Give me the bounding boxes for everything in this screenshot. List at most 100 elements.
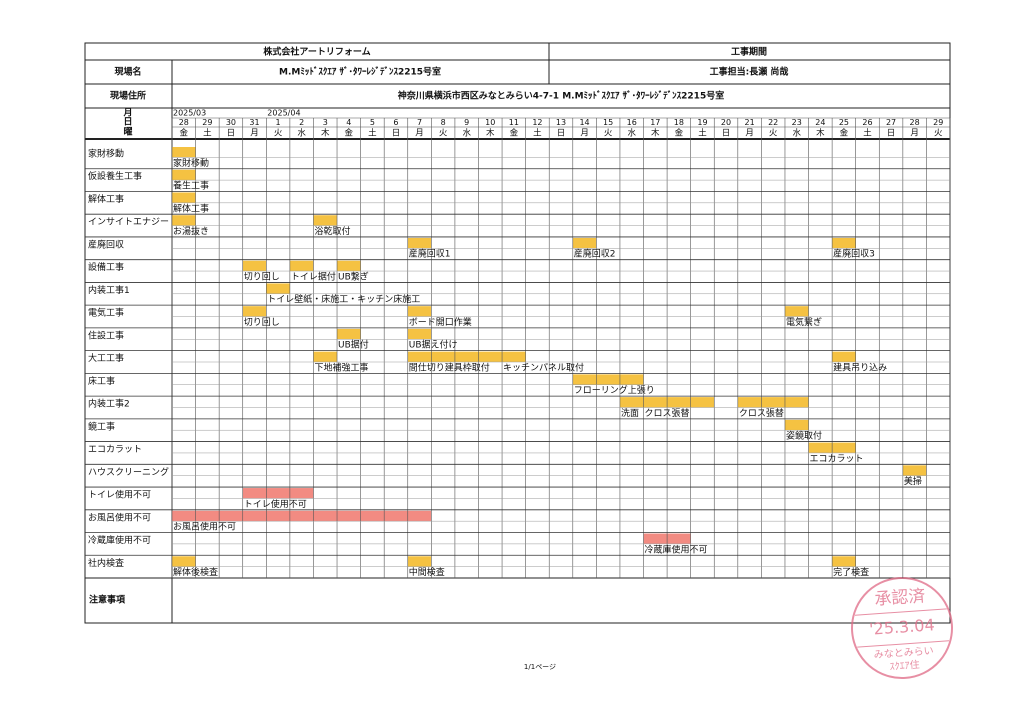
day: 31 — [249, 118, 259, 127]
day: 30 — [226, 118, 236, 127]
bar-label: 解体工事 — [173, 202, 209, 214]
weekday: 月 — [580, 129, 589, 139]
day: 14 — [579, 118, 589, 127]
bar-label: UB据え付け — [409, 339, 458, 351]
schedule-bar — [502, 351, 526, 362]
stamp-line — [854, 608, 947, 616]
bar-label: トイレ使用不可 — [244, 498, 307, 510]
weekday: 日 — [557, 129, 566, 139]
task-name: 住設工事 — [88, 329, 124, 341]
day: 15 — [603, 118, 613, 127]
bar-label: 下地補強工事 — [314, 361, 368, 373]
task-name: 家財移動 — [88, 148, 124, 160]
task-name: 床工事 — [88, 375, 115, 387]
month: 2025/04 — [267, 109, 300, 118]
bar-label: 養生工事 — [173, 180, 209, 192]
task-name: 内装工事2 — [88, 398, 130, 410]
day: 19 — [697, 118, 707, 127]
schedule-bar — [832, 556, 856, 567]
weekday: 月 — [910, 129, 919, 139]
weekday: 水 — [462, 128, 471, 139]
day: 9 — [464, 118, 469, 127]
day: 29 — [202, 118, 212, 127]
weekday: 木 — [816, 128, 825, 139]
page-number: 1/1ページ — [524, 663, 556, 671]
weekday: 火 — [439, 129, 448, 139]
bar-label: フローリング上張り — [574, 384, 655, 396]
stamp-circle — [851, 577, 953, 679]
schedule-bar — [832, 351, 856, 362]
frame — [84, 42, 951, 624]
day: 27 — [886, 118, 896, 127]
site-name-label: 現場名 — [114, 66, 141, 78]
weekday: 日 — [392, 129, 401, 139]
task-name: 設備工事 — [88, 261, 124, 273]
task-name: 鏡工事 — [88, 420, 115, 432]
address: 神奈川県横浜市西区みなとみらい4-7-1 M.Mﾐｯﾄﾞｽｸｴｱ ｻﾞ･ﾀﾜｰﾚ… — [398, 90, 724, 102]
weekday: 木 — [321, 128, 330, 139]
schedule-bar — [784, 419, 809, 431]
day: 23 — [792, 118, 802, 127]
bar-label: 美掃 — [904, 475, 922, 487]
address-label: 現場住所 — [110, 90, 146, 102]
bar-label: 電気繋ぎ — [786, 316, 822, 328]
weekday: 金 — [840, 128, 849, 139]
task-name: インサイトエナジー — [88, 217, 169, 228]
schedule-bar — [902, 465, 927, 476]
bar-label: クロス張替 — [739, 407, 784, 419]
bar-label: トイレ据付 — [291, 270, 336, 282]
schedule-bar — [832, 237, 856, 249]
weekday: 土 — [533, 128, 542, 139]
weekday: 土 — [203, 128, 212, 139]
bar-label: トイレ壁紙・床施工・キッチン床施工 — [267, 293, 420, 305]
bar-label: 冷蔵庫使用不可 — [645, 543, 708, 555]
company: 株式会社アートリフォーム — [263, 46, 370, 58]
day: 5 — [370, 118, 375, 127]
task-name: 大工工事 — [88, 352, 124, 364]
day: 29 — [933, 118, 943, 127]
day: 26 — [862, 118, 872, 127]
day: 13 — [556, 118, 566, 127]
schedule-bar — [407, 328, 432, 340]
schedule-bar — [784, 306, 809, 317]
month: 2025/03 — [173, 109, 206, 118]
task-name: ハウスクリーニング — [88, 466, 169, 478]
schedule-bar — [643, 397, 715, 408]
weekday: 土 — [698, 128, 707, 139]
weekday-label: 曜 — [123, 127, 132, 138]
stamp-title: 承認済 — [874, 586, 926, 610]
day: 4 — [346, 118, 351, 127]
weekday: 金 — [675, 128, 684, 139]
weekday: 水 — [792, 128, 801, 139]
day: 28 — [179, 118, 189, 127]
bar-label: 姿鏡取付 — [786, 430, 822, 442]
bar-label: キッチンパネル取付 — [503, 362, 584, 373]
day: 2 — [299, 118, 304, 127]
bar-label: 切り回し — [244, 271, 280, 282]
schedule-bar — [242, 488, 314, 499]
schedule-bar — [172, 510, 432, 522]
day-label: 日 — [123, 117, 132, 128]
day: 11 — [509, 118, 519, 127]
schedule-bar — [337, 328, 361, 340]
day: 28 — [910, 118, 920, 127]
bar-label: 中間検査 — [409, 566, 445, 578]
weekday: 金 — [345, 128, 354, 139]
schedule-bar — [313, 215, 338, 226]
notes-label: 注意事項 — [89, 594, 126, 606]
stamp-date: '25.3.04 — [869, 615, 936, 639]
weekday: 水 — [297, 128, 306, 139]
weekday: 月 — [745, 129, 754, 139]
schedule-bar — [313, 351, 338, 362]
bar-label: 間仕切り建具枠取付 — [409, 361, 490, 373]
task-name: トイレ使用不可 — [88, 489, 151, 501]
schedule-bar — [172, 169, 196, 181]
schedule-bar — [172, 556, 196, 567]
weekday: 火 — [769, 129, 778, 139]
day: 20 — [721, 118, 731, 127]
day: 6 — [393, 118, 398, 127]
bar-label: 建具吊り込み — [833, 361, 887, 373]
schedule-bar — [407, 556, 432, 567]
schedule-bar — [407, 306, 432, 317]
weekday: 火 — [604, 129, 613, 139]
